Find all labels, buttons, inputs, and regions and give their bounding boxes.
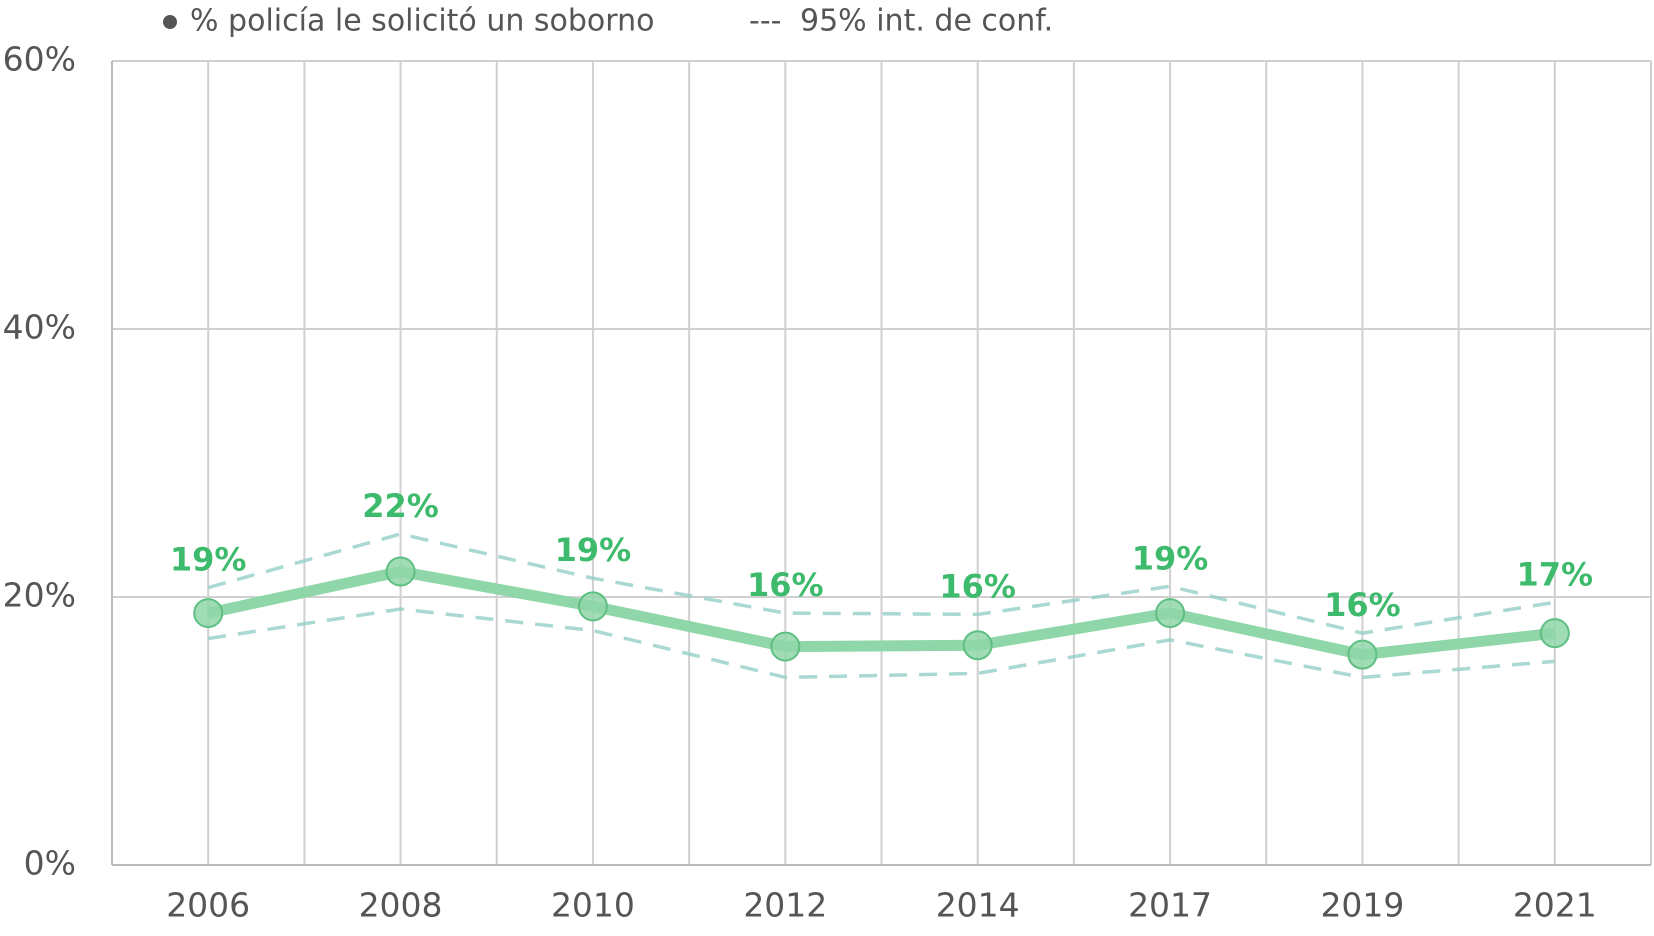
point <box>1347 639 1378 670</box>
value-label: 22% <box>362 487 439 525</box>
point <box>193 598 224 629</box>
y-tick-label: 0% <box>24 844 76 883</box>
y-tick-label: 60% <box>3 40 76 79</box>
legend-dot <box>163 15 177 29</box>
ci-line <box>207 532 1556 635</box>
x-tick-label: 2010 <box>551 886 635 925</box>
legend-label: % policía le solicitó un soborno <box>190 4 654 39</box>
y-tick-label: 40% <box>3 308 76 347</box>
value-label: 16% <box>1324 586 1401 624</box>
point <box>1155 598 1186 629</box>
point <box>385 556 416 587</box>
ci-line <box>207 607 1555 680</box>
value-label: 19% <box>170 541 247 579</box>
y-tick-label: 20% <box>3 576 76 615</box>
series-line <box>207 566 1556 661</box>
value-label: 16% <box>747 566 824 604</box>
value-label: 17% <box>1517 555 1594 593</box>
x-tick-label: 2008 <box>359 886 443 925</box>
value-label: 19% <box>555 531 632 569</box>
x-tick-label: 2017 <box>1128 886 1212 925</box>
x-tick-label: 2019 <box>1320 886 1404 925</box>
x-tick-label: 2012 <box>743 886 827 925</box>
x-tick-label: 2014 <box>936 886 1020 925</box>
value-label: 19% <box>1132 539 1209 577</box>
point <box>962 630 993 661</box>
x-tick-label: 2006 <box>166 886 250 925</box>
point <box>1539 618 1570 649</box>
point <box>770 631 801 662</box>
legend-dash: --- <box>749 4 781 39</box>
x-tick-label: 2021 <box>1513 886 1597 925</box>
legend-label: 95% int. de conf. <box>800 4 1053 39</box>
point <box>577 591 608 622</box>
value-label: 16% <box>939 567 1016 605</box>
